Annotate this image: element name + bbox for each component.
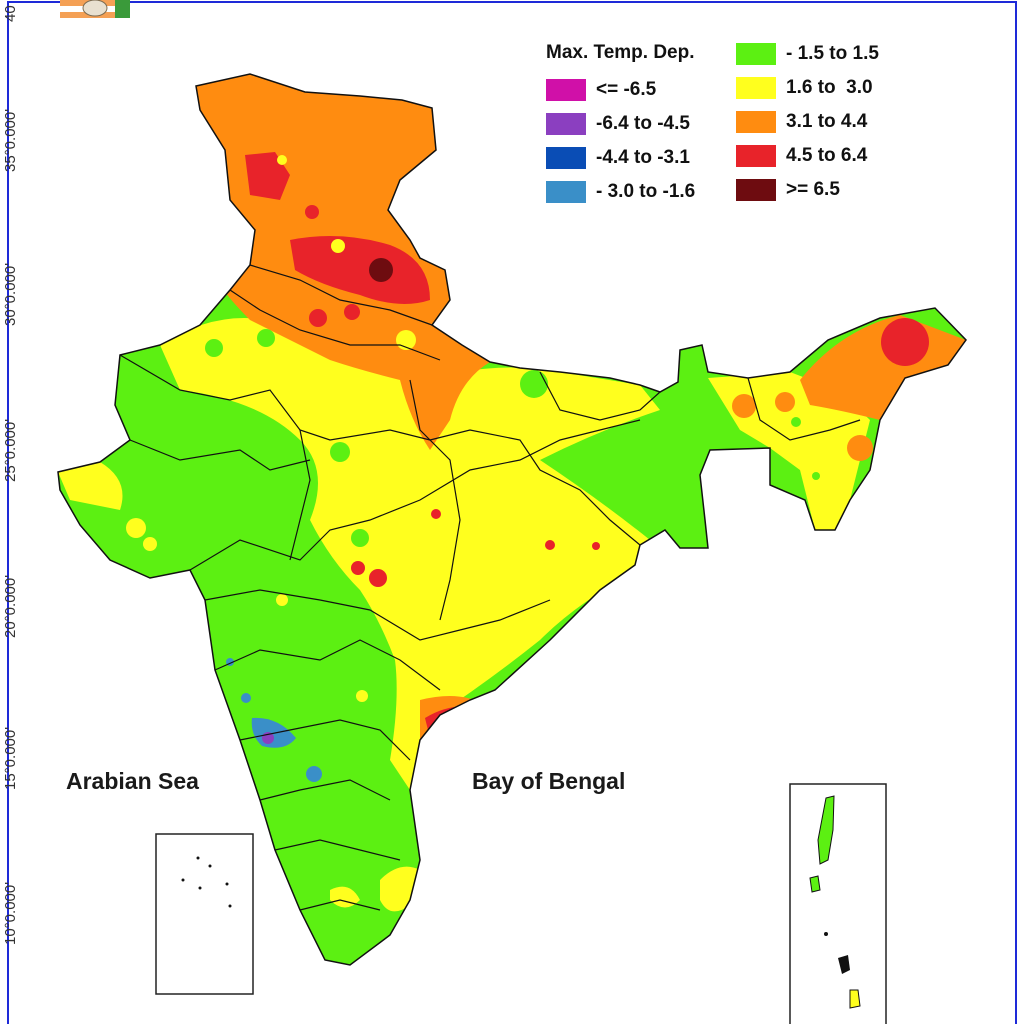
legend-item: <= -6.5: [546, 78, 656, 102]
legend-swatch: [736, 145, 776, 167]
latitude-label-30: 30°0.000': [2, 262, 19, 326]
legend-label: - 3.0 to -1.6: [596, 181, 696, 202]
latitude-label-25: 25°0.000': [2, 418, 19, 482]
andaman-inset: [789, 783, 887, 1024]
legend: Max. Temp. Dep. <= -6.5 -6.4 to -4.5 -4.…: [540, 38, 910, 213]
legend-label: -4.4 to -3.1: [596, 147, 690, 168]
legend-swatch: [736, 179, 776, 201]
latitude-label-20: 20°0.000': [2, 574, 19, 638]
outer-frame: [7, 1, 1017, 1024]
legend-item: 3.1 to 4.4: [736, 110, 867, 134]
latitude-label-40: 40: [2, 5, 19, 22]
legend-swatch: [546, 181, 586, 203]
legend-swatch: [546, 79, 586, 101]
arabian-sea-label: Arabian Sea: [66, 768, 199, 794]
lakshadweep-inset: [155, 833, 254, 995]
legend-item: -4.4 to -3.1: [546, 146, 690, 170]
legend-label: >= 6.5: [786, 179, 840, 200]
legend-label: -6.4 to -4.5: [596, 113, 690, 134]
legend-swatch: [736, 43, 776, 65]
legend-label: 3.1 to 4.4: [786, 111, 868, 132]
latitude-label-10: 10°0.000': [2, 881, 19, 945]
legend-swatch: [736, 77, 776, 99]
legend-item: >= 6.5: [736, 178, 840, 202]
legend-item: - 3.0 to -1.6: [546, 180, 695, 204]
legend-swatch: [546, 147, 586, 169]
legend-item: 4.5 to 6.4: [736, 144, 867, 168]
latitude-label-15: 15°0.000': [2, 726, 19, 790]
legend-item: - 1.5 to 1.5: [736, 42, 879, 66]
legend-swatch: [546, 113, 586, 135]
legend-title: Max. Temp. Dep.: [546, 42, 695, 63]
legend-item: 1.6 to 3.0: [736, 76, 873, 100]
legend-item: -6.4 to -4.5: [546, 112, 690, 136]
bay-of-bengal-label: Bay of Bengal: [472, 768, 626, 794]
latitude-label-35: 35°0.000': [2, 108, 19, 172]
emblem-logo: [60, 0, 130, 18]
legend-label: 4.5 to 6.4: [786, 145, 868, 166]
legend-label: 1.6 to 3.0: [786, 77, 873, 98]
legend-swatch: [736, 111, 776, 133]
legend-label: - 1.5 to 1.5: [786, 43, 879, 64]
legend-label: <= -6.5: [596, 79, 657, 100]
state-boundaries: [57, 73, 967, 966]
